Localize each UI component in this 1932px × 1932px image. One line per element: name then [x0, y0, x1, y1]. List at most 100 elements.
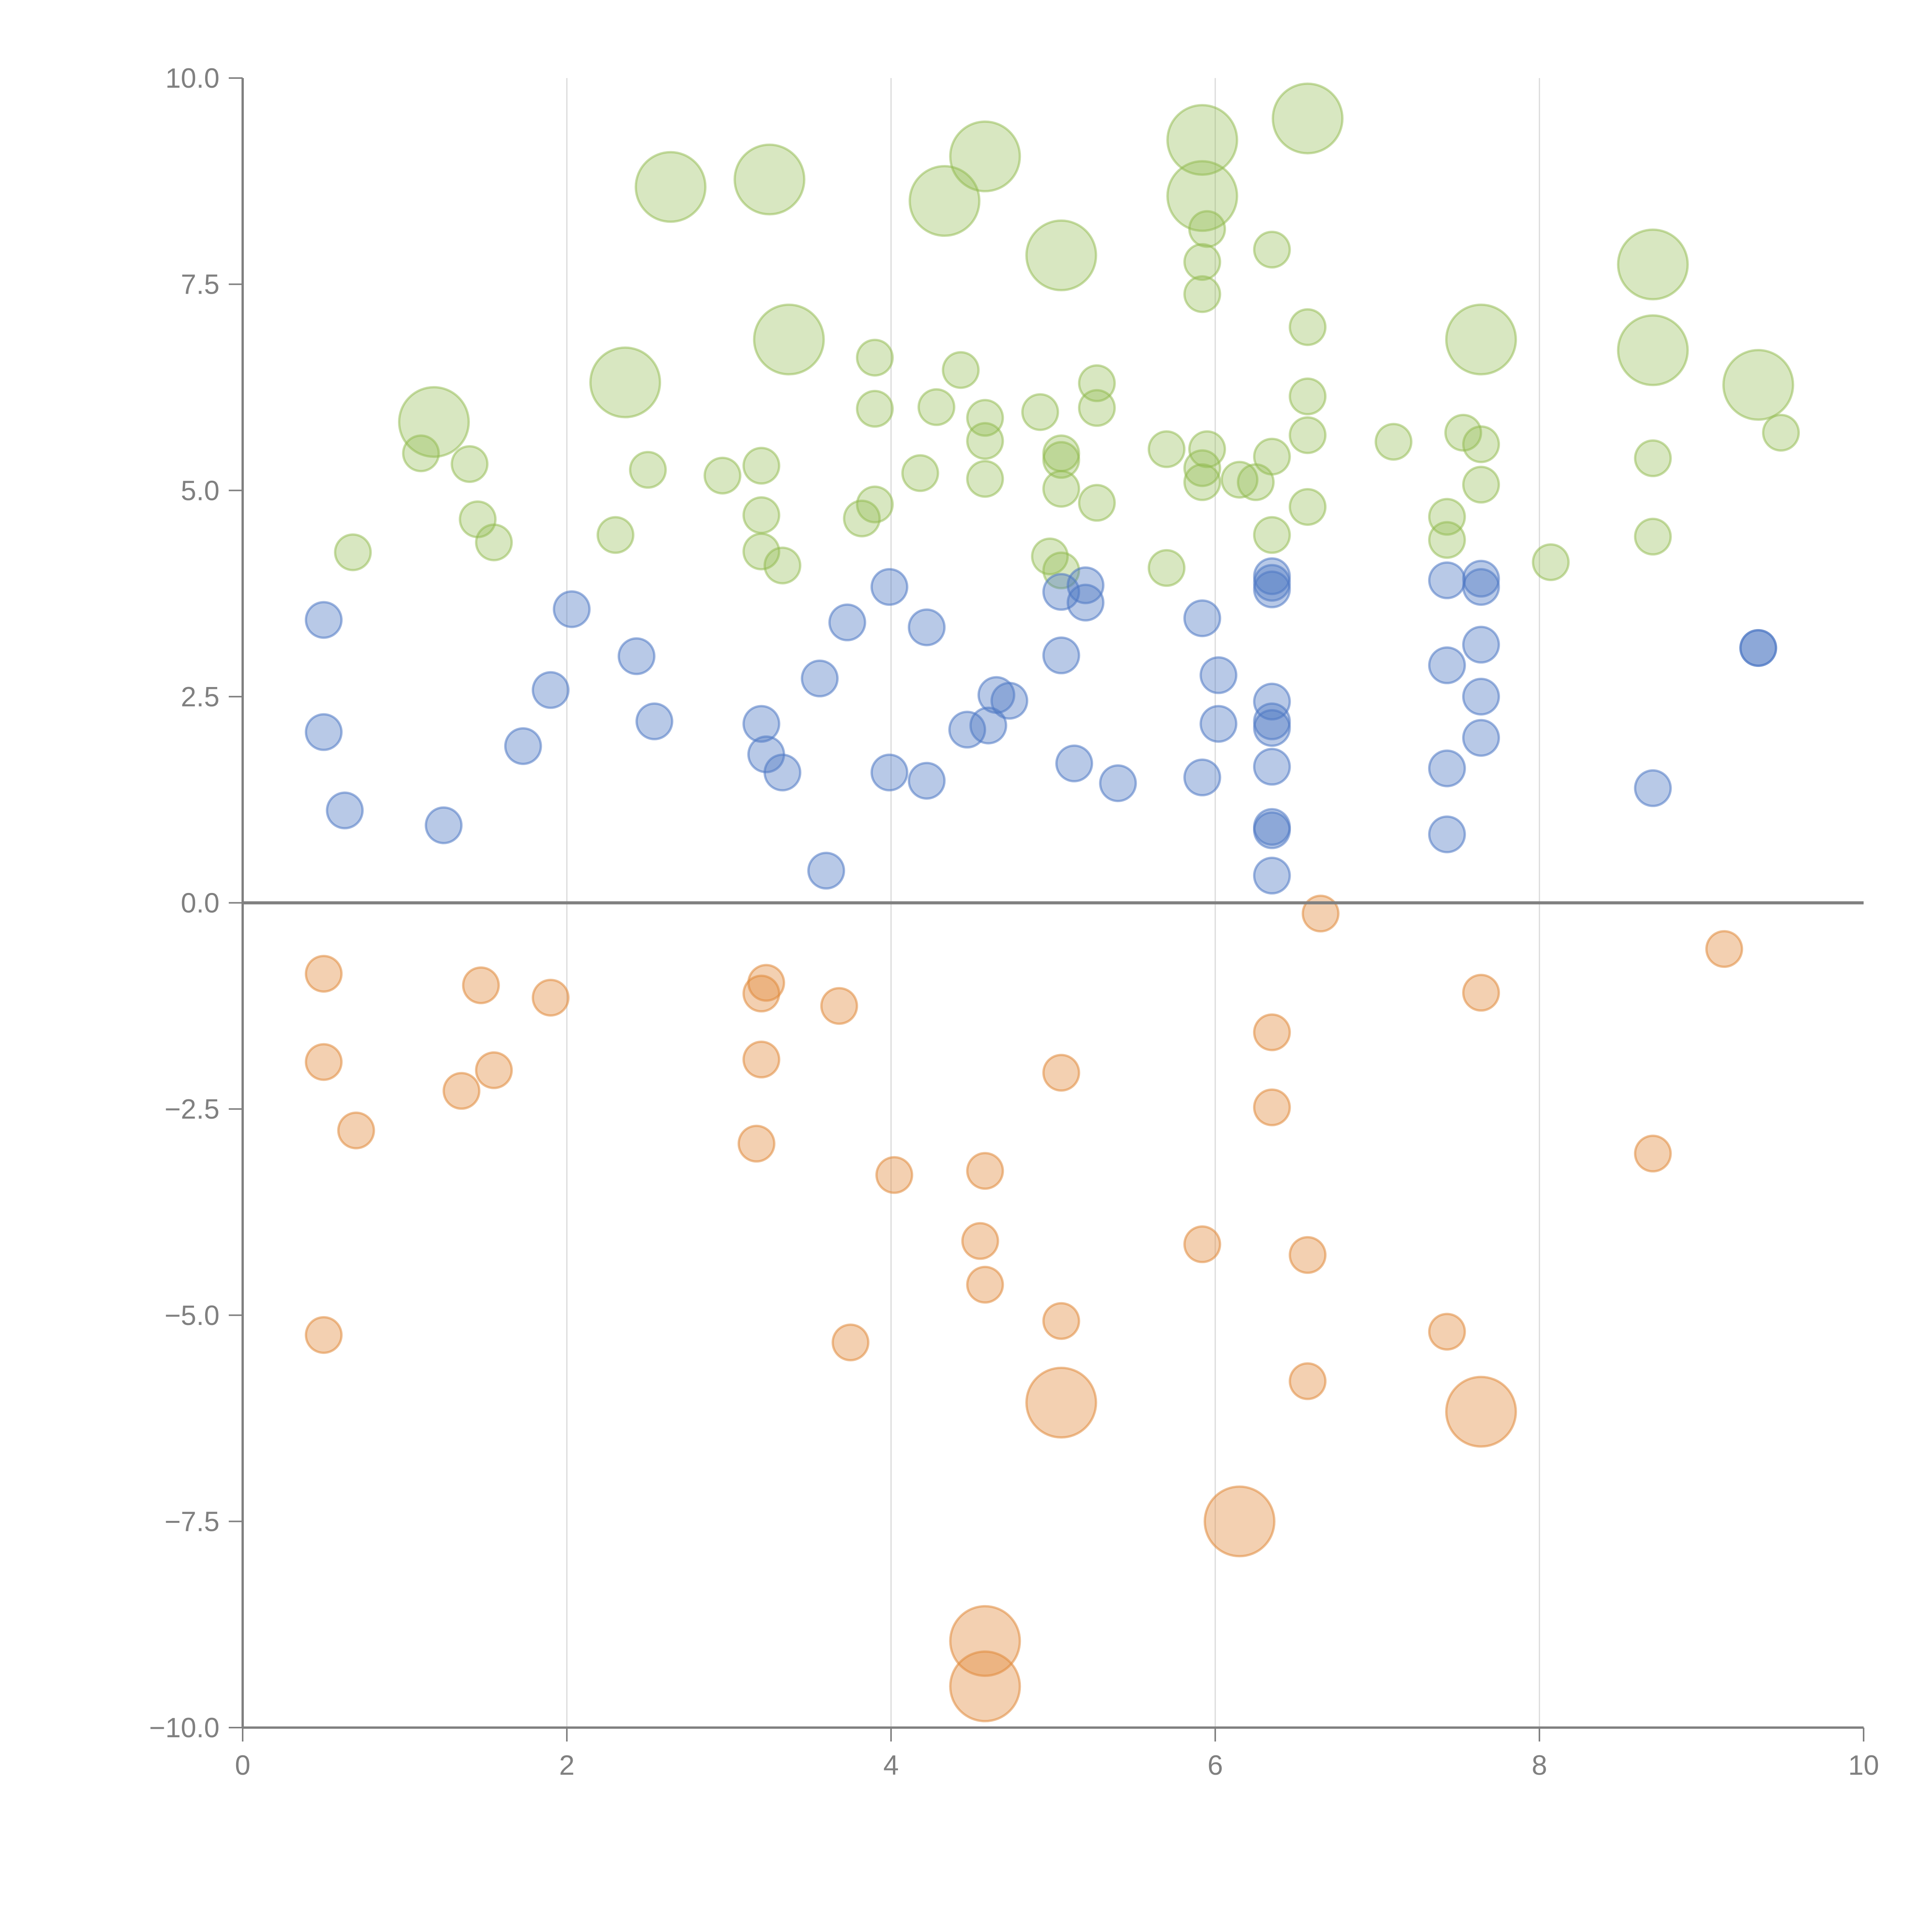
bubble-green	[703, 456, 742, 495]
bubble-blue	[1253, 857, 1291, 895]
bubble-green	[1078, 389, 1116, 427]
bubble-green	[742, 447, 781, 485]
y-tick-label: −10.0	[149, 1713, 219, 1743]
series-blue	[304, 557, 1777, 895]
bubble-orange	[1634, 1134, 1672, 1173]
bubble-green	[1025, 219, 1097, 291]
bubble-blue	[1253, 811, 1291, 849]
y-tick-label: 7.5	[181, 269, 219, 300]
bubble-blue	[1253, 570, 1291, 609]
y-tick-label: 5.0	[181, 475, 219, 506]
bubble-orange	[961, 1222, 999, 1260]
bubble-orange	[304, 1043, 343, 1081]
bubble-green	[901, 454, 939, 492]
series-orange	[304, 895, 1743, 1723]
bubble-orange	[1253, 1088, 1291, 1126]
bubble-green	[856, 485, 894, 524]
bubble-blue	[1462, 677, 1500, 716]
bubble-orange	[966, 1152, 1004, 1190]
bubble-green	[1042, 469, 1080, 508]
bubble-orange	[1042, 1302, 1080, 1340]
bubble-blue	[1042, 573, 1080, 611]
bubble-blue	[326, 791, 364, 830]
bubble-blue	[1462, 568, 1500, 606]
bubble-green	[942, 351, 980, 389]
bubble-blue	[1462, 719, 1500, 757]
bubble-green	[753, 303, 825, 376]
bubble-green	[843, 499, 881, 537]
bubble-orange	[949, 1650, 1021, 1723]
bubble-green	[1462, 466, 1500, 504]
bubble-orange	[820, 987, 858, 1025]
bubbles	[304, 82, 1800, 1723]
bubble-blue	[969, 706, 1007, 745]
bubble-blue	[1253, 748, 1291, 786]
bubble-orange	[742, 975, 781, 1013]
bubble-blue	[1253, 709, 1291, 747]
bubble-orange	[337, 1111, 375, 1150]
bubble-orange	[442, 1072, 481, 1110]
bubble-orange	[1301, 895, 1340, 933]
bubble-green	[1634, 439, 1672, 478]
bubble-orange	[1289, 1362, 1327, 1400]
bubble-blue	[1253, 682, 1291, 721]
bubble-green	[742, 496, 781, 534]
bubble-orange	[1705, 930, 1743, 968]
bubble-orange	[475, 1051, 513, 1089]
bubble-blue	[1462, 626, 1500, 664]
bubble-blue	[553, 590, 591, 628]
bubble-green	[1021, 393, 1059, 431]
bubble-green	[966, 422, 1004, 460]
bubble-blue	[1428, 815, 1466, 854]
bubble-green	[1188, 210, 1226, 248]
bubble-blue	[908, 762, 946, 800]
bubble-orange	[742, 1041, 781, 1079]
bubble-green	[1148, 430, 1186, 468]
x-tick-label: 10	[1848, 1750, 1879, 1781]
bubble-orange	[462, 966, 500, 1004]
y-axis-ticks: 10.0 7.5 5.0 2.5 0.0 −2.5 −5.0 −7.5 −10.0	[149, 63, 243, 1743]
bubble-green	[763, 546, 801, 585]
bubble-orange	[1445, 1376, 1517, 1448]
bubble-green	[949, 120, 1021, 192]
bubble-blue	[504, 727, 542, 765]
y-tick-label: −5.0	[165, 1300, 219, 1331]
bubble-green	[1289, 416, 1327, 454]
bubble-blue	[1462, 560, 1500, 598]
bubble-green	[917, 388, 956, 426]
bubble-green	[733, 143, 806, 216]
bubble-blue	[801, 659, 839, 697]
bubble-orange	[737, 1124, 776, 1163]
bubble-blue	[1183, 599, 1221, 638]
bubble-green	[475, 523, 513, 561]
bubble-blue	[304, 713, 343, 751]
bubble-green	[1289, 488, 1327, 526]
bubble-blue	[990, 682, 1029, 720]
bubble-green	[1617, 228, 1689, 301]
bubble-green	[1617, 314, 1689, 386]
bubble-green	[1042, 551, 1080, 590]
bubble-orange	[1253, 1013, 1291, 1051]
bubble-blue	[870, 568, 908, 606]
bubble-orange	[1183, 1225, 1221, 1264]
bubble-blue	[1199, 656, 1238, 694]
bubble-green	[1236, 463, 1275, 501]
x-tick-label: 6	[1208, 1750, 1223, 1781]
bubble-green	[1148, 549, 1186, 587]
bubble-green	[1289, 308, 1327, 346]
bubble-green	[334, 533, 372, 571]
bubble-blue	[1428, 646, 1466, 684]
x-tick-label: 8	[1532, 1750, 1547, 1781]
series-green	[334, 82, 1800, 590]
bubble-orange	[1025, 1367, 1097, 1439]
bubble-green	[1183, 449, 1221, 487]
bubble-blue	[1428, 561, 1466, 599]
bubble-green	[1762, 413, 1800, 452]
y-tick-label: −2.5	[165, 1094, 219, 1125]
bubble-green	[451, 445, 489, 483]
bubble-blue	[635, 702, 673, 740]
y-tick-label: 2.5	[181, 682, 219, 713]
bubble-blue	[1066, 583, 1105, 622]
y-tick-label: 10.0	[165, 63, 219, 94]
bubble-green	[1042, 441, 1080, 479]
